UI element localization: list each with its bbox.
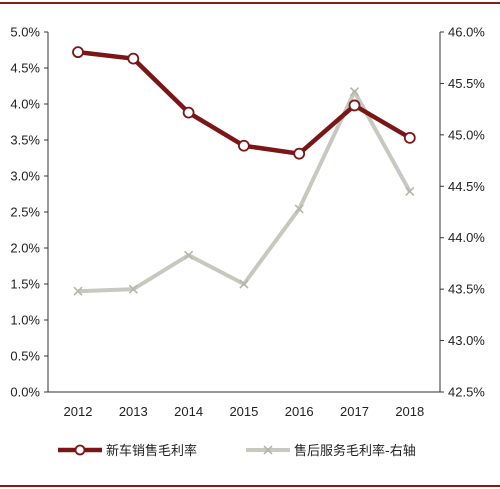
right-tick-label: 43.5% (448, 282, 485, 297)
right-tick-label: 46.0% (448, 25, 485, 40)
right-tick-label: 45.0% (448, 127, 485, 142)
x-tick-label: 2017 (340, 404, 369, 419)
x-tick-label: 2018 (395, 404, 424, 419)
data-point (128, 284, 138, 294)
left-tick-label: 1.5% (10, 277, 40, 292)
data-point (73, 286, 83, 296)
legend-label: 售后服务毛利率-右轴 (294, 443, 416, 459)
data-point (72, 46, 84, 59)
x-tick-label: 2015 (229, 404, 258, 419)
left-axis-ticks: 0.0% 0.5% 1.0% 1.5% 2.0% 2.5% 3.0% 3.5% 4.0% 4.5%… (10, 25, 48, 400)
axes (47, 32, 441, 393)
series-line (77, 89, 412, 294)
data-point (239, 279, 249, 289)
legend-marker (263, 445, 273, 455)
x-tick-label: 2012 (64, 404, 93, 419)
legend-marker (74, 444, 86, 456)
left-tick-label: 5.0% (10, 25, 40, 40)
data-point (348, 99, 361, 112)
left-tick-label: 0.0% (10, 385, 40, 400)
data-point (182, 106, 195, 119)
left-tick-label: 3.5% (10, 133, 40, 148)
left-tick-label: 0.5% (10, 349, 40, 364)
right-axis-ticks: 42.5% 43.0% 43.5% 44.0% 44.5% 45.0% 45.5% 46.0% (440, 25, 485, 400)
right-tick-label: 43.0% (448, 333, 485, 348)
series-layer (72, 46, 416, 296)
x-tick-label: 2013 (119, 404, 148, 419)
data-point (403, 131, 416, 144)
x-tick-label: 2016 (285, 404, 314, 419)
data-point (127, 52, 140, 65)
data-point (405, 186, 415, 196)
legend-label: 新车销售毛利率 (106, 443, 197, 459)
legend-item-aftersales: 售后服务毛利率-右轴 (246, 443, 416, 459)
bottom-border (0, 485, 500, 487)
right-tick-label: 44.5% (448, 179, 485, 194)
x-axis-ticks: 2012 2013 2014 2015 2016 2017 2018 (64, 404, 425, 419)
left-tick-label: 3.0% (10, 169, 40, 184)
series-aftersales-margin (73, 87, 415, 296)
left-tick-label: 2.5% (10, 205, 40, 220)
legend: 新车销售毛利率 售后服务毛利率-右轴 (58, 443, 416, 459)
data-point (293, 147, 306, 160)
left-tick-label: 2.0% (10, 241, 40, 256)
top-border (0, 2, 500, 4)
left-tick-label: 4.0% (10, 97, 40, 112)
data-point (237, 139, 250, 152)
legend-item-newcar: 新车销售毛利率 (58, 443, 197, 459)
right-tick-label: 42.5% (448, 385, 485, 400)
data-point (184, 250, 194, 260)
data-point (294, 204, 304, 214)
series-newcar-margin (72, 46, 416, 160)
right-tick-label: 45.5% (448, 76, 485, 91)
right-tick-label: 44.0% (448, 230, 485, 245)
data-point (349, 87, 360, 97)
x-tick-label: 2014 (174, 404, 203, 419)
left-tick-label: 1.0% (10, 313, 40, 328)
left-tick-label: 4.5% (10, 61, 40, 76)
